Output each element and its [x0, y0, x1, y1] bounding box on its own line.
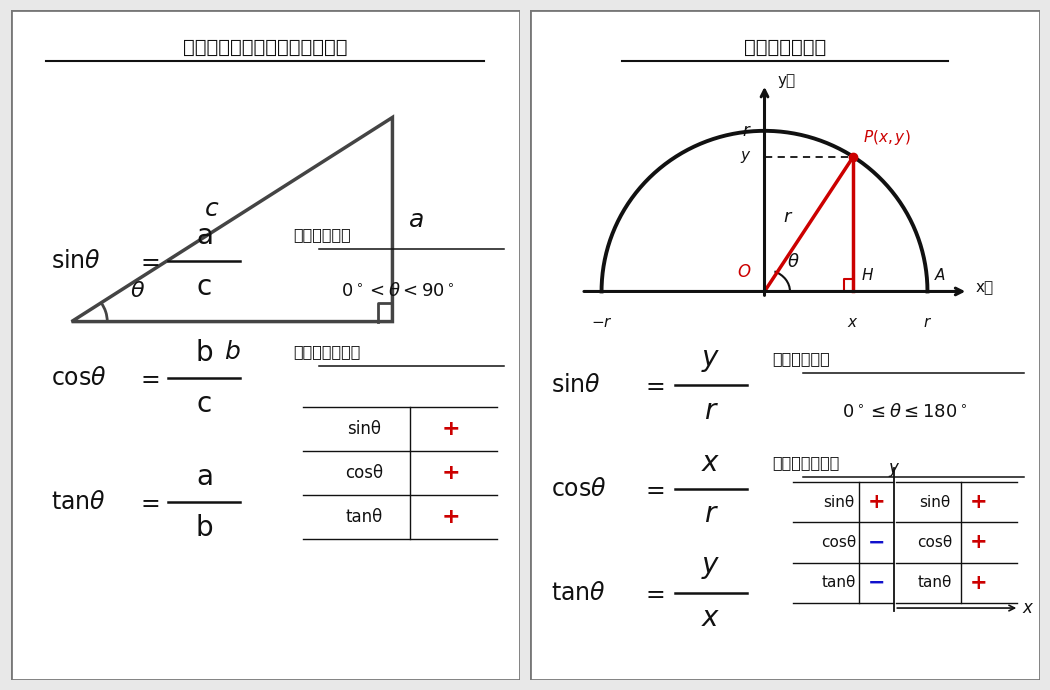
- Text: $=$: $=$: [640, 373, 665, 397]
- Text: $\mathit{y}$: $\mathit{y}$: [701, 553, 720, 581]
- Text: ・三角比の符号: ・三角比の符号: [772, 455, 840, 470]
- Text: $=$: $=$: [136, 491, 160, 514]
- Text: $x$: $x$: [1022, 599, 1034, 617]
- Text: $\mathrm{sin}\theta$: $\mathrm{sin}\theta$: [51, 249, 101, 273]
- Text: $\mathrm{b}$: $\mathrm{b}$: [195, 514, 213, 542]
- Text: $\mathit{y}$: $\mathit{y}$: [701, 346, 720, 374]
- Text: 直角三角形の辺の比による定義: 直角三角形の辺の比による定義: [183, 38, 348, 57]
- Text: $a$: $a$: [407, 208, 423, 232]
- Text: $\mathit{r}$: $\mathit{r}$: [704, 397, 718, 424]
- Text: $0^\circ < \theta < 90^\circ$: $0^\circ < \theta < 90^\circ$: [341, 282, 455, 300]
- Text: $c$: $c$: [204, 197, 219, 221]
- Text: y軸: y軸: [777, 73, 795, 88]
- Text: $\mathrm{cos}\theta$: $\mathrm{cos}\theta$: [51, 366, 107, 391]
- Text: $\mathrm{cos}\theta$: $\mathrm{cos}\theta$: [550, 477, 606, 501]
- Text: $=$: $=$: [640, 477, 665, 501]
- Text: $y$: $y$: [888, 461, 901, 479]
- Text: ・三角比の符号: ・三角比の符号: [293, 344, 360, 359]
- Text: $\mathrm{a}$: $\mathrm{a}$: [195, 463, 212, 491]
- FancyBboxPatch shape: [530, 10, 1040, 680]
- Text: 座標による定義: 座標による定義: [743, 38, 826, 57]
- Text: sinθ: sinθ: [348, 420, 381, 437]
- Text: cosθ: cosθ: [821, 535, 856, 550]
- Text: +: +: [969, 492, 987, 512]
- Text: $O$: $O$: [737, 264, 752, 282]
- Text: $r$: $r$: [783, 208, 794, 226]
- Text: +: +: [442, 463, 460, 483]
- Text: $y$: $y$: [740, 149, 752, 165]
- Text: $\mathrm{tan}\theta$: $\mathrm{tan}\theta$: [550, 581, 606, 604]
- Text: $b$: $b$: [224, 339, 240, 364]
- Text: −: −: [867, 573, 885, 593]
- Text: −: −: [867, 533, 885, 553]
- Text: +: +: [442, 507, 460, 527]
- Text: $\mathrm{sin}\theta$: $\mathrm{sin}\theta$: [550, 373, 601, 397]
- Text: $\theta$: $\theta$: [130, 282, 145, 302]
- Text: +: +: [969, 533, 987, 553]
- Text: ・定義の範囲: ・定義の範囲: [293, 227, 351, 242]
- Text: tanθ: tanθ: [918, 575, 952, 590]
- Text: +: +: [867, 492, 885, 512]
- Text: $H$: $H$: [861, 268, 874, 284]
- Text: $\mathrm{tan}\theta$: $\mathrm{tan}\theta$: [51, 491, 106, 514]
- Text: tanθ: tanθ: [821, 575, 856, 590]
- Text: $-r$: $-r$: [590, 315, 612, 330]
- Text: ・定義の範囲: ・定義の範囲: [772, 351, 830, 366]
- Text: tanθ: tanθ: [345, 508, 383, 526]
- Text: sinθ: sinθ: [920, 495, 950, 510]
- Text: sinθ: sinθ: [823, 495, 854, 510]
- Text: $\mathit{x}$: $\mathit{x}$: [701, 449, 720, 477]
- Text: $\mathit{r}$: $\mathit{r}$: [704, 500, 718, 529]
- FancyBboxPatch shape: [10, 10, 520, 680]
- Text: $x$: $x$: [847, 315, 859, 330]
- Text: $\mathrm{c}$: $\mathrm{c}$: [196, 390, 212, 418]
- Text: $\mathrm{c}$: $\mathrm{c}$: [196, 273, 212, 301]
- Text: $r$: $r$: [742, 122, 752, 140]
- Text: x軸: x軸: [975, 281, 994, 295]
- Text: cosθ: cosθ: [918, 535, 952, 550]
- Text: $P(x,y)$: $P(x,y)$: [863, 128, 911, 147]
- Text: $\mathrm{a}$: $\mathrm{a}$: [195, 222, 212, 250]
- Text: $0^\circ \leq \theta \leq 180^\circ$: $0^\circ \leq \theta \leq 180^\circ$: [842, 403, 967, 421]
- Text: $=$: $=$: [136, 249, 160, 273]
- Text: $=$: $=$: [136, 366, 160, 391]
- Text: $\mathit{x}$: $\mathit{x}$: [701, 604, 720, 632]
- Text: $\mathrm{b}$: $\mathrm{b}$: [195, 339, 213, 367]
- Text: +: +: [442, 419, 460, 439]
- Text: $=$: $=$: [640, 581, 665, 604]
- Text: cosθ: cosθ: [345, 464, 383, 482]
- Text: $r$: $r$: [923, 315, 932, 330]
- Text: $A$: $A$: [933, 268, 946, 284]
- Text: +: +: [969, 573, 987, 593]
- Text: $\theta$: $\theta$: [788, 253, 800, 271]
